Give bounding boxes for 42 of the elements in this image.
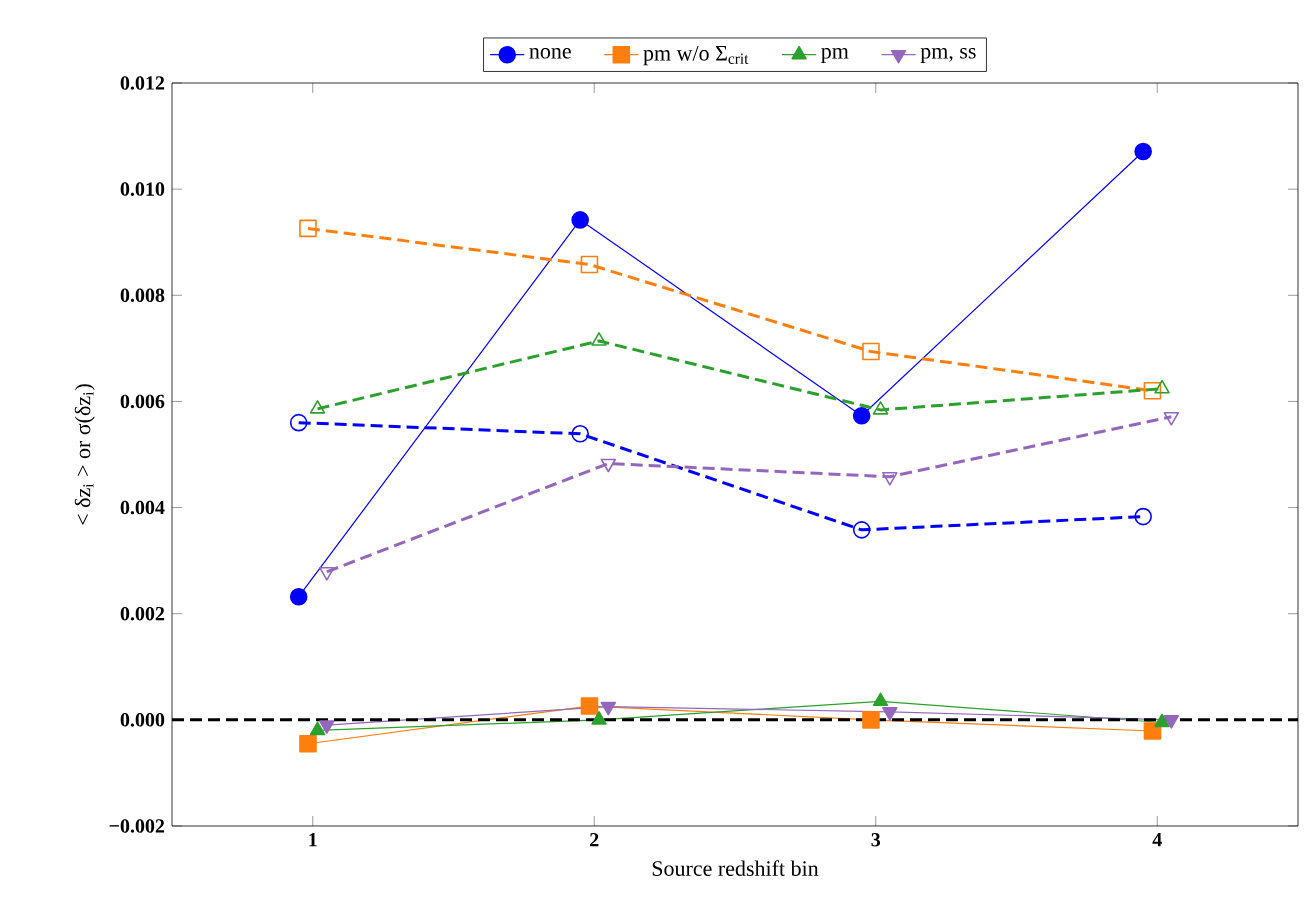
legend-label: none — [529, 48, 571, 59]
point — [1154, 379, 1170, 394]
point — [571, 425, 589, 443]
y-tick-label: 0.012 — [120, 76, 165, 90]
point — [591, 711, 607, 725]
y-tick-label: 0.006 — [120, 394, 165, 409]
legend-label: pm, ss — [920, 48, 976, 64]
point — [289, 413, 308, 432]
point — [1134, 142, 1152, 161]
point — [591, 332, 607, 346]
y-tick-label: −0.002 — [109, 819, 165, 833]
point — [1154, 713, 1170, 728]
point — [872, 401, 889, 415]
point — [580, 255, 599, 274]
x-tick-label: 1 — [309, 833, 317, 847]
legend-label: pm — [821, 48, 849, 64]
point — [862, 342, 880, 361]
point — [872, 692, 889, 707]
point — [852, 521, 871, 539]
y-tick-label: 0.004 — [120, 500, 165, 515]
point — [309, 721, 326, 736]
legend-label: pm w/o Σ$_{crit}$ — [643, 45, 749, 66]
y-axis-title: < δz$_{i}$ > or σ(δz$_{i}$) — [74, 384, 95, 525]
y-tick-label: 0.002 — [120, 606, 165, 621]
x-axis-title: Source redshift bin — [652, 860, 819, 876]
point — [1143, 722, 1162, 740]
y-tick-label: 0.008 — [120, 288, 165, 303]
point — [299, 219, 317, 238]
y-tick-label: 0.000 — [120, 713, 165, 727]
point — [862, 711, 880, 729]
point — [299, 734, 317, 753]
point — [309, 400, 326, 414]
x-tick-label: 2 — [590, 833, 599, 847]
y-tick-label: 0.010 — [120, 182, 165, 196]
x-tick-label: 4 — [1152, 833, 1162, 847]
x-tick-label: 3 — [871, 833, 881, 847]
point — [1143, 382, 1162, 400]
point — [1134, 507, 1152, 526]
point — [852, 406, 871, 425]
point — [289, 587, 308, 606]
point — [580, 697, 599, 715]
point — [571, 211, 589, 229]
